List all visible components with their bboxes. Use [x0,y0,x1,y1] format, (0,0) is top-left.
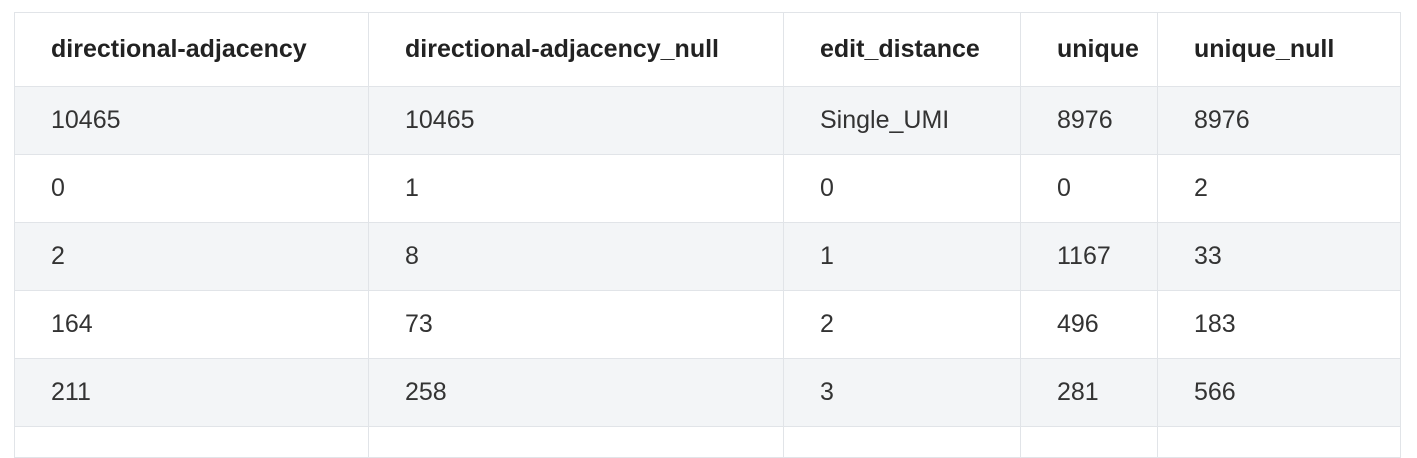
header-cell: unique_null [1157,12,1401,87]
table-row: 164 73 2 496 183 [14,290,1401,359]
table-cell: 0 [14,154,369,223]
header-row: directional-adjacency directional-adjacen… [14,12,1401,87]
table-cell: 211 [14,358,369,427]
table-row [14,426,1401,458]
page: directional-adjacency directional-adjacen… [14,12,1401,458]
table-cell: 73 [368,290,784,359]
table-cell: Single_UMI [783,86,1021,155]
header-cell: directional-adjacency_null [368,12,784,87]
table-cell [368,426,784,458]
table-cell: 281 [1020,358,1158,427]
table-cell: 2 [1157,154,1401,223]
table-body: 10465 10465 Single_UMI 8976 8976 0 1 0 0 2 2 8 1 1167… [14,86,1401,458]
table-cell: 2 [783,290,1021,359]
table-cell: 33 [1157,222,1401,291]
table-header: directional-adjacency directional-adjacen… [14,12,1401,87]
table-cell: 1 [783,222,1021,291]
table-cell: 0 [783,154,1021,223]
header-cell: directional-adjacency [14,12,369,87]
data-table: directional-adjacency directional-adjacen… [14,12,1401,458]
table-cell: 164 [14,290,369,359]
table-cell [1157,426,1401,458]
table-cell: 566 [1157,358,1401,427]
table-cell: 496 [1020,290,1158,359]
table-cell [783,426,1021,458]
table-cell [14,426,369,458]
table-cell: 8976 [1157,86,1401,155]
table-cell: 258 [368,358,784,427]
table-cell [1020,426,1158,458]
table-cell: 10465 [14,86,369,155]
table-row: 2 8 1 1167 33 [14,222,1401,291]
table-cell: 1167 [1020,222,1158,291]
table-row: 10465 10465 Single_UMI 8976 8976 [14,86,1401,155]
header-cell: edit_distance [783,12,1021,87]
table-cell: 3 [783,358,1021,427]
table-cell: 183 [1157,290,1401,359]
table-cell: 2 [14,222,369,291]
table-cell: 8 [368,222,784,291]
table-cell: 8976 [1020,86,1158,155]
table-cell: 1 [368,154,784,223]
table-row: 211 258 3 281 566 [14,358,1401,427]
header-cell: unique [1020,12,1158,87]
table-cell: 10465 [368,86,784,155]
table-cell: 0 [1020,154,1158,223]
